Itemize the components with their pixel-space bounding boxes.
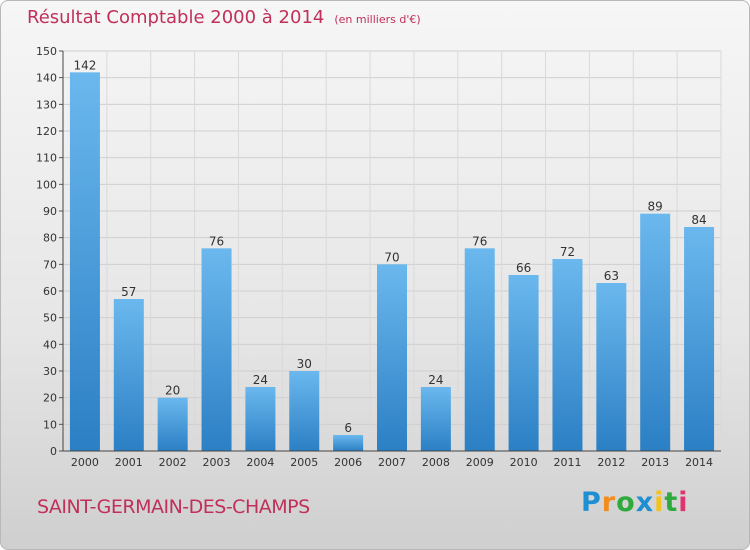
logo-letter: i <box>678 487 689 518</box>
y-tick-label: 60 <box>43 285 57 298</box>
y-tick-label: 100 <box>36 178 57 191</box>
bar-layer: 142 57 20 76 24 30 6 70 24 76 66 72 63 89 84 <box>69 58 715 451</box>
bar-2001 <box>113 299 144 451</box>
y-tick-label: 70 <box>43 258 57 271</box>
bar-value-label: 63 <box>604 269 619 283</box>
bar-value-label: 6 <box>344 421 352 435</box>
x-tick-label: 2012 <box>597 456 625 469</box>
bar-2010 <box>508 275 539 451</box>
bar-value-label: 24 <box>428 373 443 387</box>
x-tick-label: 2011 <box>553 456 581 469</box>
x-tick-label: 2004 <box>246 456 274 469</box>
logo-letter: i <box>654 487 665 518</box>
bar-2011 <box>552 259 583 451</box>
bar-2000 <box>69 72 100 451</box>
x-tick-label: 2008 <box>422 456 450 469</box>
y-tick-label: 0 <box>50 445 57 458</box>
x-tick-label: 2013 <box>641 456 669 469</box>
bar-value-label: 72 <box>560 245 575 259</box>
y-tick-label: 40 <box>43 338 57 351</box>
y-tick-label: 90 <box>43 205 57 218</box>
x-tick-label: 2014 <box>685 456 713 469</box>
bar-2014 <box>684 227 715 451</box>
x-tick-label: 2006 <box>334 456 362 469</box>
bar-2002 <box>157 397 188 451</box>
logo-letter: P <box>581 487 602 518</box>
bar-value-label: 76 <box>209 234 224 248</box>
x-tick-label: 2007 <box>378 456 406 469</box>
y-tick-label: 120 <box>36 125 57 138</box>
logo-letter: o <box>616 487 636 518</box>
bar-value-label: 84 <box>691 213 706 227</box>
bar-2005 <box>289 371 320 451</box>
logo-letter: r <box>601 487 617 518</box>
bar-value-label: 20 <box>165 384 180 398</box>
bar-value-label: 24 <box>253 373 268 387</box>
bar-value-label: 70 <box>384 250 399 264</box>
logo-letter: x <box>635 487 655 518</box>
x-tick-label: 2010 <box>510 456 538 469</box>
axis-layer: 0 10 20 30 40 50 60 70 80 90 100 110 120 130 140 150 200… <box>36 45 721 469</box>
x-tick-label: 2003 <box>203 456 231 469</box>
y-tick-label: 140 <box>36 72 57 85</box>
y-tick-label: 150 <box>36 45 57 58</box>
bar-2007 <box>377 264 407 451</box>
bar-value-label: 66 <box>516 261 531 275</box>
bar-2012 <box>596 283 627 451</box>
y-tick-label: 30 <box>43 365 57 378</box>
bar-value-label: 57 <box>121 285 136 299</box>
x-tick-label: 2009 <box>466 456 494 469</box>
chart-title: Résultat Comptable 2000 à 2014 (en millie… <box>27 7 421 28</box>
bar-value-label: 89 <box>648 200 663 214</box>
bar-value-label: 142 <box>73 58 96 72</box>
y-tick-label: 50 <box>43 312 57 325</box>
bar-value-label: 30 <box>297 357 312 371</box>
x-tick-label: 2001 <box>115 456 143 469</box>
logo-letter: t <box>664 487 679 518</box>
x-tick-label: 2005 <box>290 456 318 469</box>
proxiti-logo: Proxiti <box>581 487 689 518</box>
bar-2003 <box>201 248 232 451</box>
bar-2008 <box>420 387 451 451</box>
y-tick-label: 10 <box>43 418 57 431</box>
chart-title-text: Résultat Comptable 2000 à 2014 <box>27 7 325 28</box>
x-tick-label: 2000 <box>71 456 99 469</box>
bar-value-label: 76 <box>472 234 487 248</box>
chart-subtitle: (en milliers d'€) <box>334 13 421 26</box>
bar-2004 <box>245 387 276 451</box>
y-tick-label: 80 <box>43 232 57 245</box>
commune-name: SAINT-GERMAIN-DES-CHAMPS <box>37 496 310 518</box>
bar-2013 <box>640 213 671 451</box>
y-tick-label: 20 <box>43 392 57 405</box>
bar-2006 <box>333 435 364 451</box>
y-tick-label: 110 <box>36 152 57 165</box>
x-tick-label: 2002 <box>159 456 187 469</box>
bar-2009 <box>464 248 495 451</box>
y-tick-label: 130 <box>36 98 57 111</box>
